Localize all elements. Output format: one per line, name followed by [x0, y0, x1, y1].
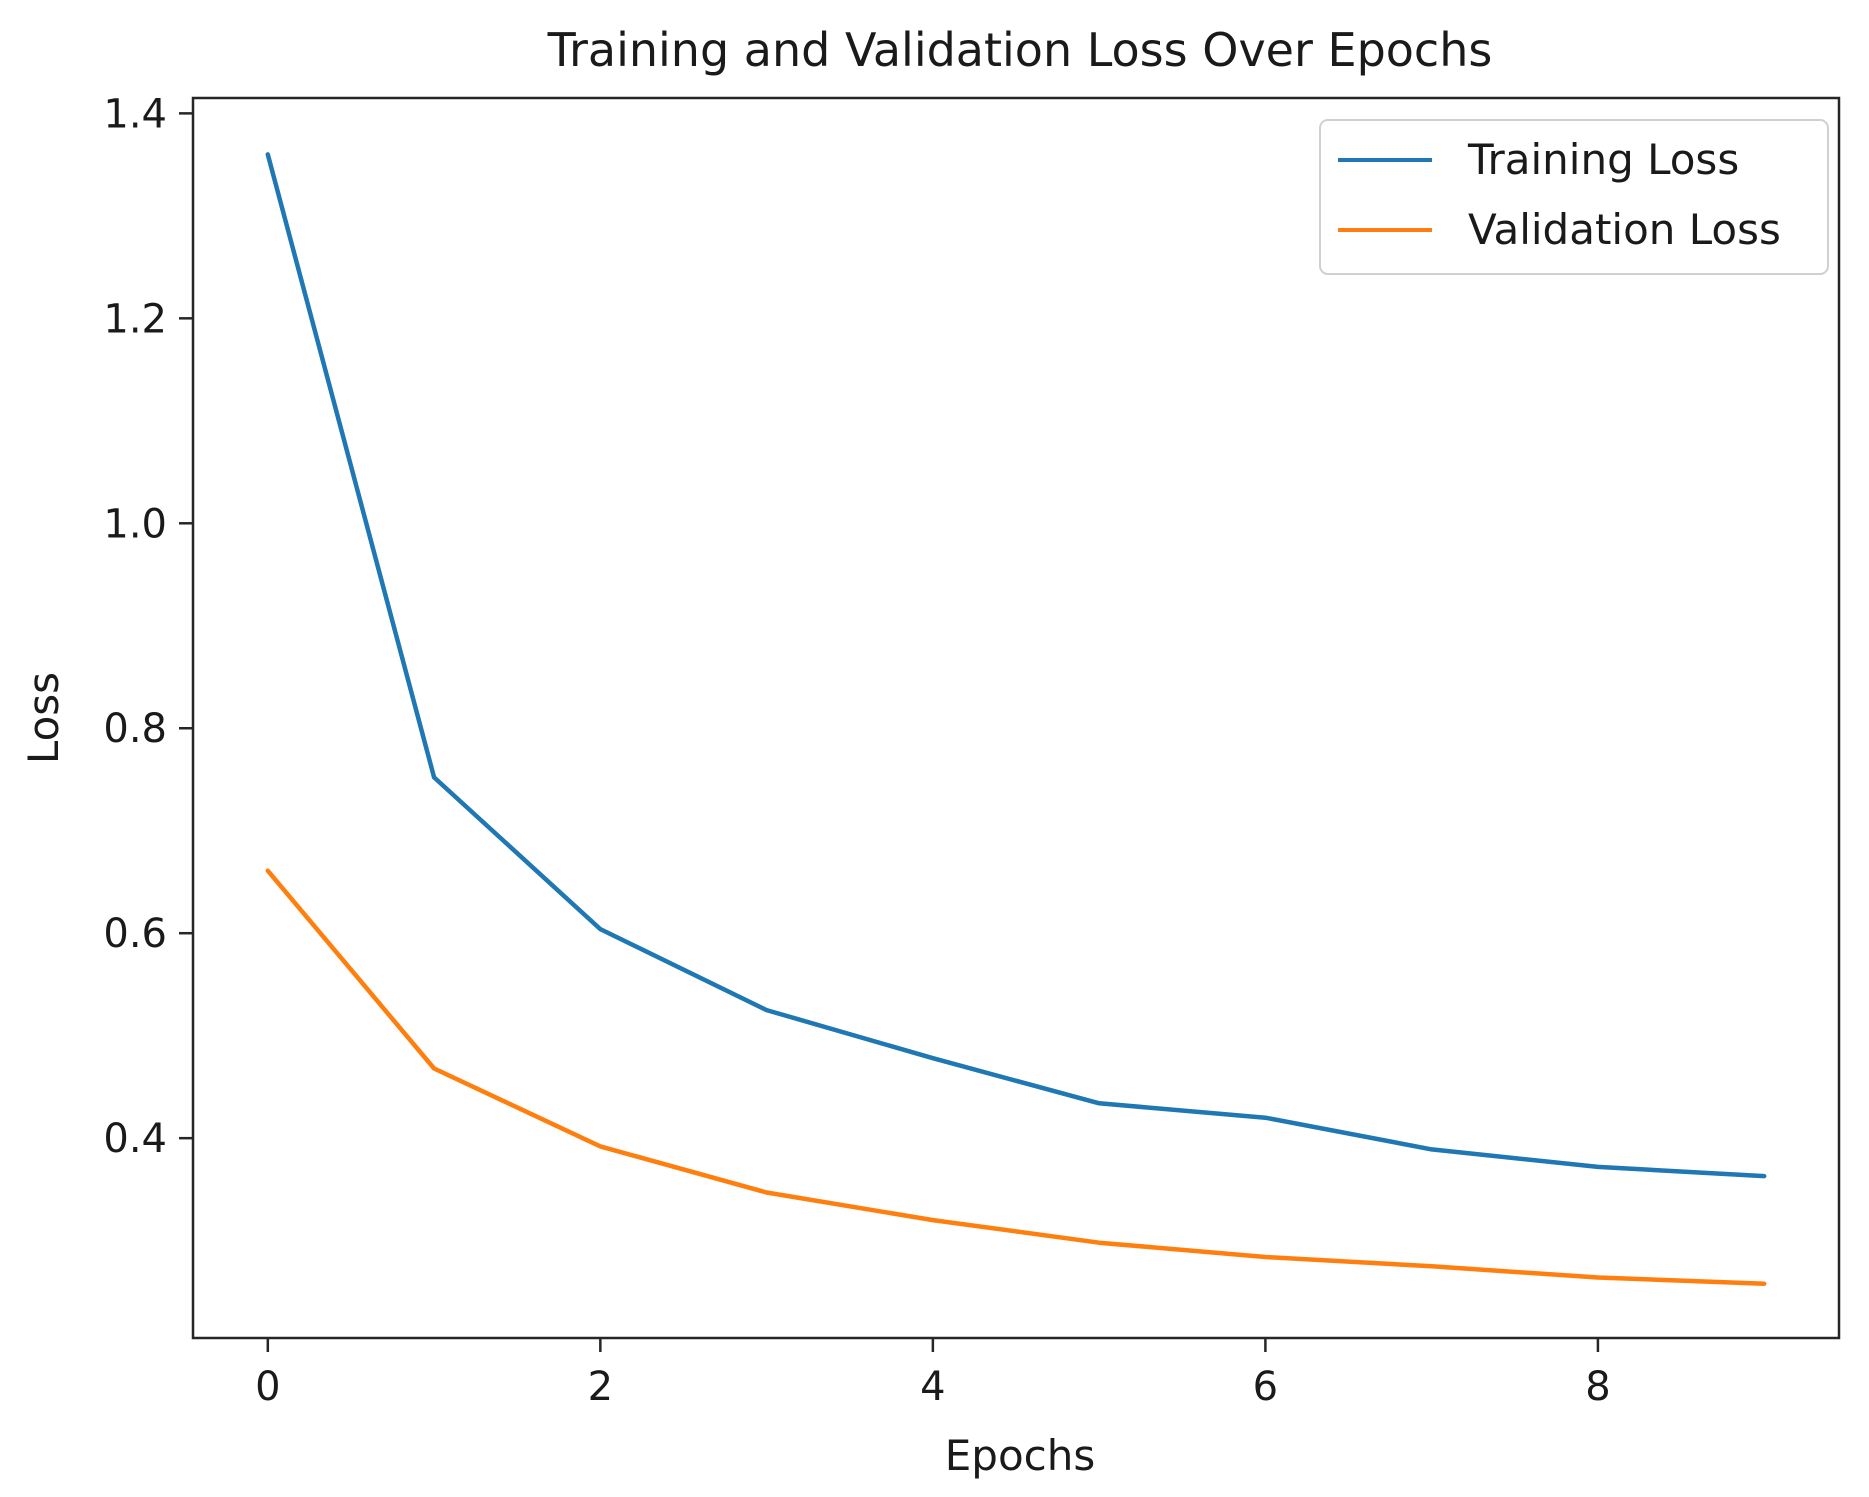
legend-label-training-loss: Training Loss [1467, 135, 1739, 184]
legend: Training Loss Validation Loss [1319, 119, 1829, 275]
y-tick-label: 0.6 [103, 911, 167, 957]
legend-box [1319, 119, 1829, 275]
x-tick-label: 8 [1585, 1364, 1610, 1410]
series-line-validation-loss [265, 868, 1767, 1286]
series-lines [265, 152, 1767, 1286]
x-tick-label: 0 [255, 1364, 280, 1410]
x-tick-label: 4 [920, 1364, 945, 1410]
series-line-training-loss [265, 152, 1767, 1179]
y-tick-label: 0.8 [103, 706, 167, 752]
x-tick-label: 2 [588, 1364, 613, 1410]
x-axis-label: Epochs [945, 1431, 1096, 1480]
y-tick-label: 1.4 [103, 91, 167, 137]
y-axis: 0.4 0.6 0.8 1.0 1.2 1.4 [103, 91, 193, 1162]
y-axis-label: Loss [19, 672, 68, 764]
y-tick-label: 0.4 [103, 1116, 167, 1162]
x-axis: 0 2 4 6 8 [255, 1338, 1611, 1410]
x-tick-label: 6 [1253, 1364, 1278, 1410]
y-tick-label: 1.0 [103, 501, 167, 547]
plot-frame [191, 96, 1841, 1340]
y-tick-label: 1.2 [103, 296, 167, 342]
legend-label-validation-loss: Validation Loss [1468, 205, 1781, 254]
chart-title: Training and Validation Loss Over Epochs [547, 23, 1493, 77]
